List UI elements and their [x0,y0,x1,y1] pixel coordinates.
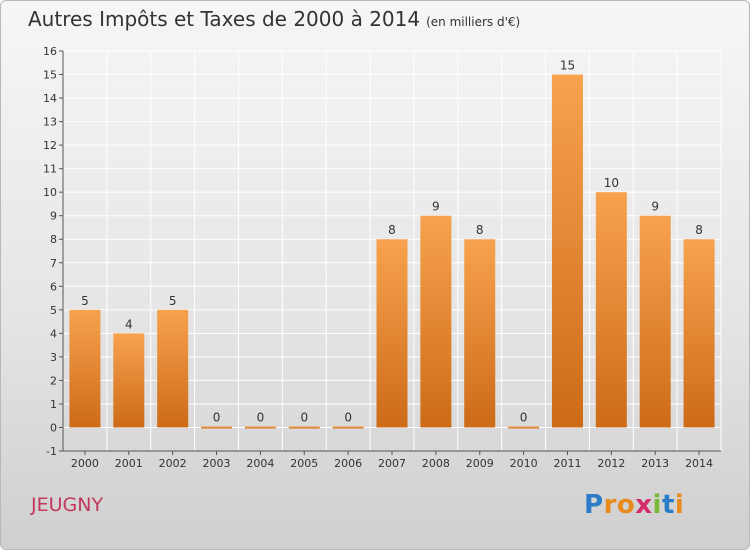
y-tick-label: 14 [43,92,57,105]
x-tick-label: 2003 [203,457,231,470]
y-tick-label: 2 [50,374,57,387]
x-tick-label: 2012 [597,457,625,470]
data-label: 9 [651,200,659,214]
x-tick-label: 2000 [71,457,99,470]
commune-name: JEUGNY [31,494,104,516]
bar [288,426,320,429]
data-label: 8 [695,223,703,237]
bar [551,74,583,428]
y-tick-label: 10 [43,186,57,199]
data-label: 5 [81,294,89,308]
logo-letter: o [616,490,636,520]
x-tick-label: 2014 [685,457,713,470]
data-label: 0 [300,410,308,424]
y-tick-label: 0 [50,421,57,434]
y-tick-label: 6 [50,280,57,293]
bar [376,239,408,428]
title-unit: (en milliers d'€) [426,15,521,29]
x-tick-label: 2005 [290,457,318,470]
bar [69,309,101,428]
y-tick-label: 11 [43,163,57,176]
logo-letter: t [661,490,675,520]
x-tick-label: 2007 [378,457,406,470]
logo-letter: x [635,490,653,520]
y-tick-label: 13 [43,116,57,129]
bar [639,215,671,428]
bar [157,309,189,428]
x-tick-label: 2002 [159,457,187,470]
bar [464,239,496,428]
x-tick-label: 2004 [246,457,274,470]
x-tick-label: 2008 [422,457,450,470]
data-label: 0 [520,410,528,424]
logo-letter: i [652,490,662,520]
data-label: 0 [257,410,265,424]
logo-letter: i [674,490,685,520]
data-label: 15 [560,59,575,73]
bar [683,239,715,428]
chart-title: Autres Impôts et Taxes de 2000 à 2014 (en… [28,7,520,31]
x-tick-label: 2009 [466,457,494,470]
y-tick-label: 5 [50,304,57,317]
y-tick-label: 1 [50,398,57,411]
logo-letter: r [603,490,617,520]
x-tick-label: 2006 [334,457,362,470]
x-tick-label: 2011 [553,457,581,470]
data-label: 8 [476,223,484,237]
title-text: Autres Impôts et Taxes de 2000 à 2014 [28,7,421,31]
data-label: 0 [344,410,352,424]
data-label: 5 [169,294,177,308]
logo-letter: P [584,490,604,520]
y-tick-label: 4 [50,327,57,340]
bar [332,426,364,429]
y-tick-label: 8 [50,233,57,246]
y-tick-label: 3 [50,351,57,364]
y-tick-label: 9 [50,210,57,223]
y-tick-label: 16 [43,45,57,58]
x-tick-label: 2010 [510,457,538,470]
y-tick-label: -1 [46,445,57,458]
bar [508,426,540,429]
data-label: 4 [125,317,133,331]
bar [113,333,145,428]
y-tick-label: 12 [43,139,57,152]
bar [595,192,627,428]
data-label: 0 [213,410,221,424]
x-tick-label: 2001 [115,457,143,470]
x-tick-label: 2013 [641,457,669,470]
data-label: 8 [388,223,396,237]
y-tick-label: 7 [50,257,57,270]
data-label: 10 [604,176,619,190]
data-label: 9 [432,200,440,214]
bar [420,215,452,428]
proxiti-logo: Proxiti [584,490,684,520]
bar [201,426,233,429]
y-tick-label: 15 [43,69,57,82]
bar [244,426,276,429]
